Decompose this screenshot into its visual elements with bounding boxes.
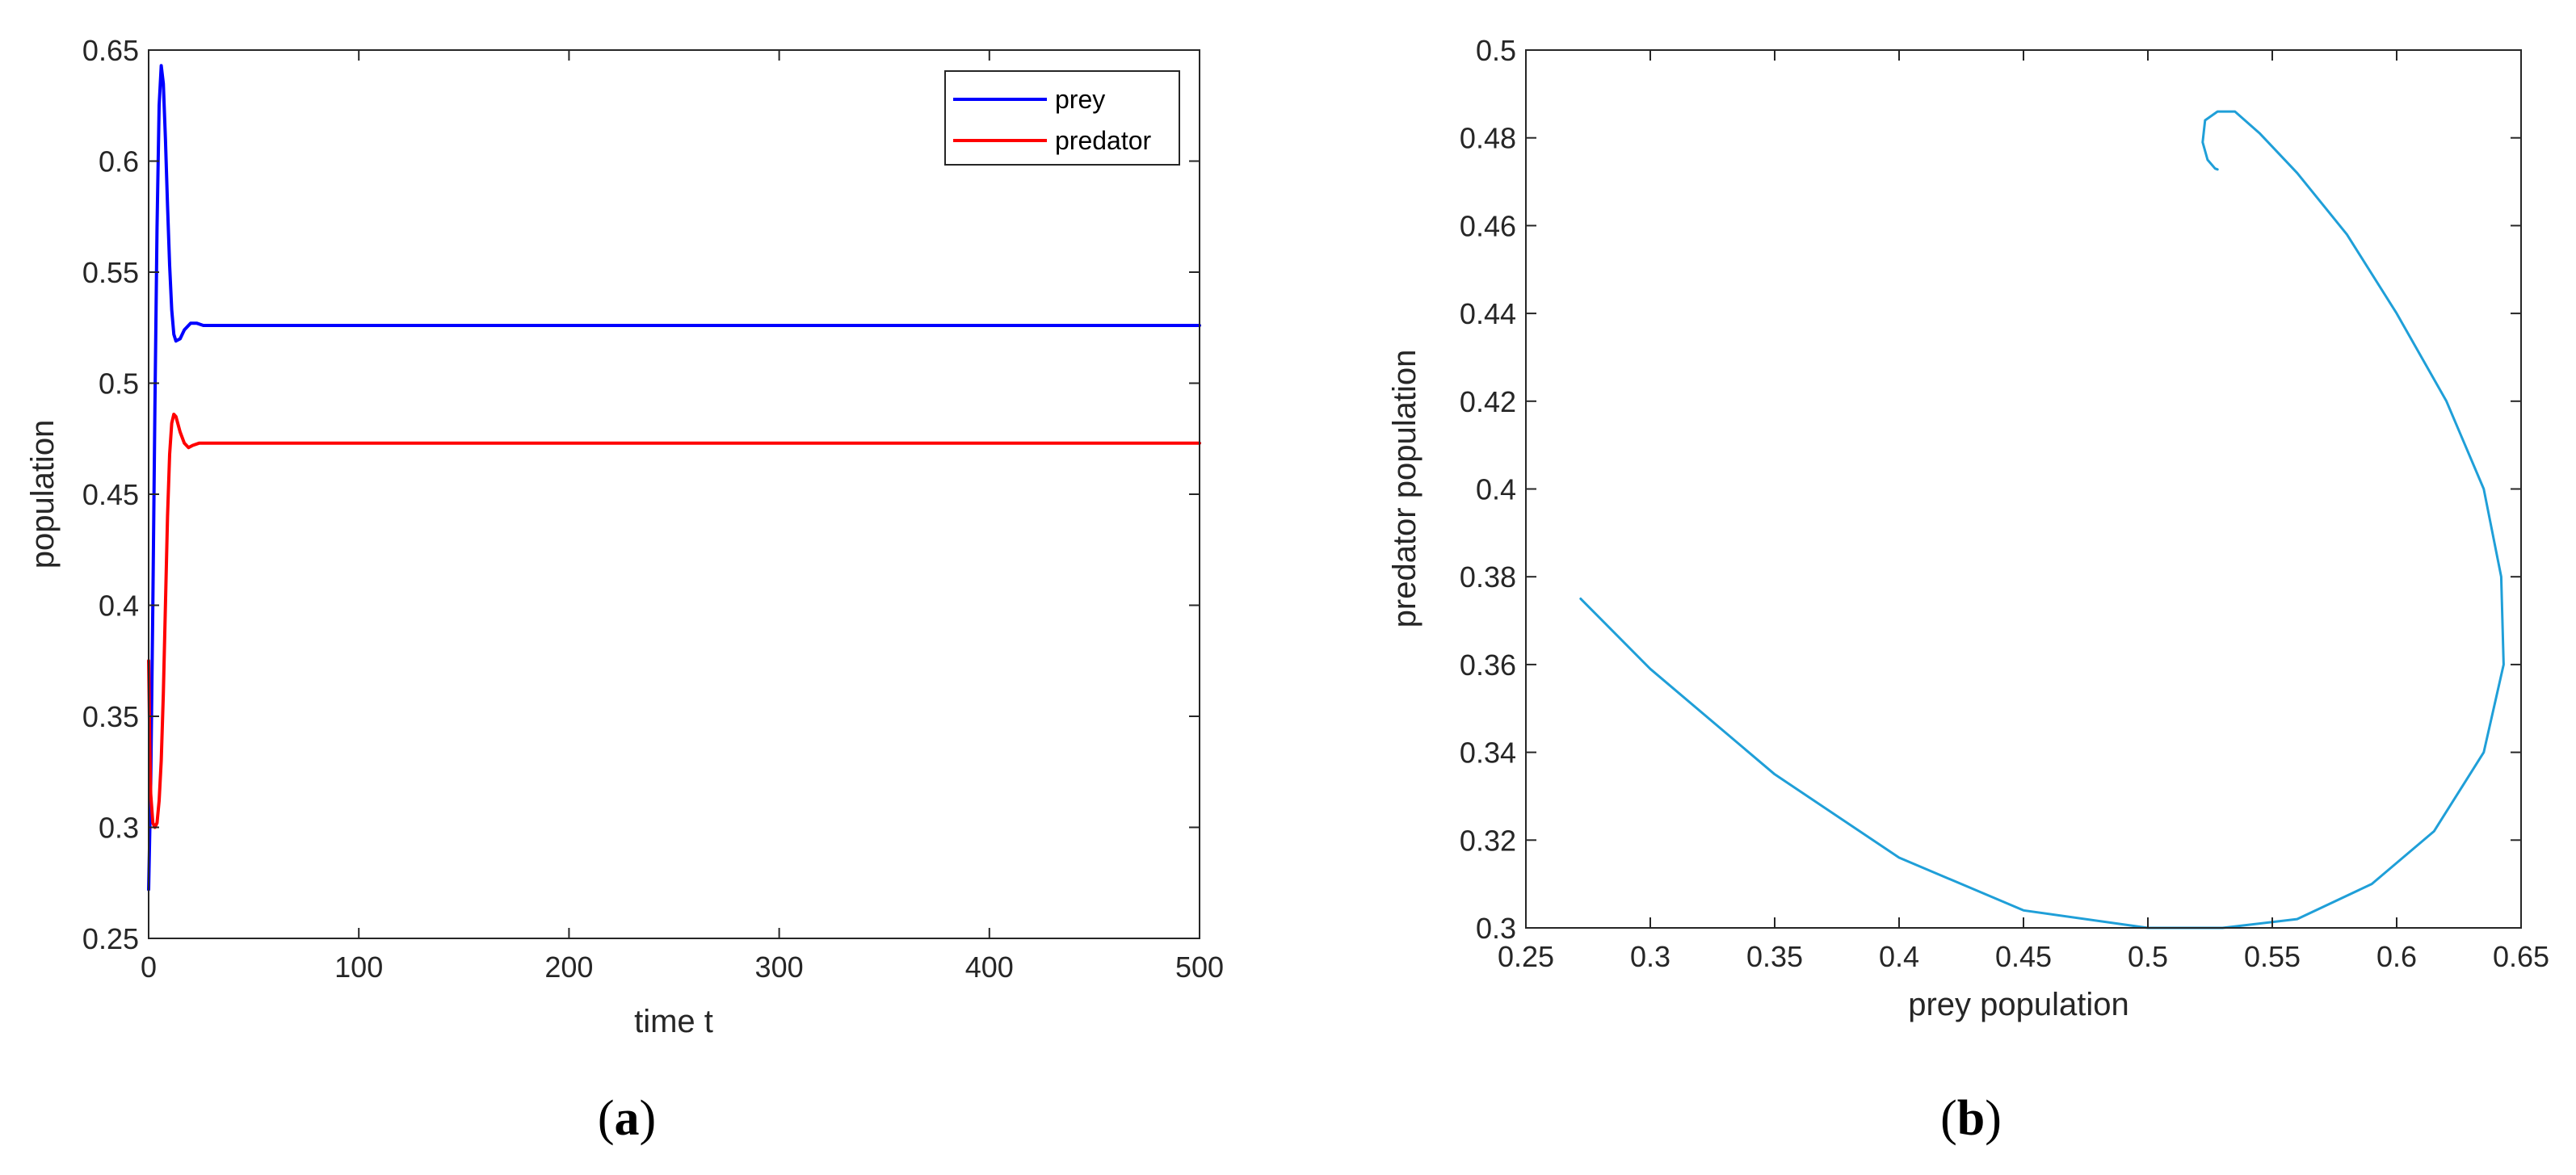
panel-a-x-tick-label: 0 (141, 950, 157, 984)
panel-b-phase-portrait: 0.25 0.3 0.35 0.4 0.45 0.5 0.55 0.6 0.65 0.30.32… (1387, 34, 2549, 1146)
panel-a-y-tick-label: 0.65 (82, 34, 139, 67)
panel-b-y-tick-label: 0.42 (1460, 385, 1516, 418)
panel-b-caption-letter: b (1957, 1091, 1985, 1146)
panel-b-y-tick-label: 0.48 (1460, 122, 1516, 155)
panel-a-legend: prey predator (944, 70, 1180, 166)
panel-a-y-tick-label: 0.5 (99, 367, 139, 401)
panel-a-y-tick-label: 0.35 (82, 700, 139, 733)
panel-b-y-tick-label: 0.5 (1476, 34, 1516, 67)
panel-a-x-tick-label: 100 (334, 950, 383, 984)
panel-b-plot-area (1526, 50, 2521, 928)
panel-b-series-line-trajectory (1579, 110, 2505, 930)
panel-a-y-tick-label: 0.4 (99, 590, 139, 623)
panel-a-x-tick-label: 300 (755, 950, 804, 984)
panel-a-series-group (147, 64, 1201, 892)
panel-b-x-ticks: 0.25 0.3 0.35 0.4 0.45 0.5 0.55 0.6 0.65 (1498, 50, 2549, 973)
panel-b-x-tick-label: 0.55 (2244, 940, 2301, 973)
panel-a-x-tick-label: 400 (965, 950, 1014, 984)
panel-b-x-axis-label: prey population (1908, 987, 2129, 1022)
panel-a-time-series: 0 100 200 300 400 500 0.250.30.350.40.450.50.… (25, 34, 1224, 1146)
panel-a-caption-letter: a (615, 1091, 640, 1146)
panel-b-y-axis-label: predator population (1387, 350, 1422, 628)
panel-b-x-tick-label: 0.3 (1630, 940, 1670, 973)
panel-a-y-ticks: 0.25 0.3 0.35 0.4 0.45 0.5 0.55 0.6 0.65 (82, 34, 1200, 955)
panel-a-y-tick-label: 0.55 (82, 256, 139, 289)
panel-a-series-line-predator (147, 413, 1201, 829)
panel-b-y-tick-label: 0.46 (1460, 209, 1516, 242)
panel-b-x-tick-label: 0.5 (2128, 940, 2168, 973)
panel-a-series-line-prey (147, 64, 1201, 892)
panel-b-y-tick-label: 0.3 (1476, 912, 1516, 945)
panel-a-y-tick-label: 0.45 (82, 478, 139, 511)
panel-a-y-tick-label: 0.6 (99, 145, 139, 178)
panel-b-y-tick-label: 0.38 (1460, 560, 1516, 594)
panel-b-x-tick-label: 0.25 (1498, 940, 1554, 973)
panel-a-x-tick-label: 500 (1175, 950, 1224, 984)
panel-b-series-group (1579, 110, 2505, 930)
legend-label-prey: prey (1055, 85, 1105, 114)
panel-a-y-axis-label: population (25, 420, 61, 569)
panel-b-y-tick-label: 0.44 (1460, 297, 1516, 330)
panel-a-y-tick-label: 0.3 (99, 812, 139, 845)
panel-b-x-tick-label: 0.6 (2376, 940, 2417, 973)
panel-b-y-tick-label: 0.36 (1460, 648, 1516, 682)
panel-a-plot-area (149, 50, 1200, 938)
panel-a-x-axis-label: time t (634, 1004, 713, 1039)
panel-a-y-tick-label: 0.25 (82, 922, 139, 955)
panel-b-x-tick-label: 0.35 (1746, 940, 1803, 973)
panel-a-x-tick-label: 200 (544, 950, 593, 984)
panel-a-caption: (a) (598, 1091, 656, 1146)
panel-b-y-tick-label: 0.4 (1476, 473, 1516, 506)
panel-b-x-tick-label: 0.45 (1995, 940, 2052, 973)
panel-b-y-tick-label: 0.32 (1460, 824, 1516, 857)
panel-b-x-tick-label: 0.65 (2493, 940, 2549, 973)
panel-b-y-tick-label: 0.34 (1460, 736, 1516, 770)
panel-a-x-ticks: 0 100 200 300 400 500 (141, 50, 1224, 984)
panel-b-y-ticks: 0.3 0.32 0.34 0.36 0.38 0.4 0.42 0.44 0.46 0.48 0.… (1460, 34, 2521, 945)
legend-box (944, 70, 1180, 166)
panel-b-x-tick-label: 0.4 (1879, 940, 1919, 973)
legend-label-predator: predator (1055, 126, 1152, 155)
panel-b-caption: (b) (1940, 1091, 2002, 1146)
